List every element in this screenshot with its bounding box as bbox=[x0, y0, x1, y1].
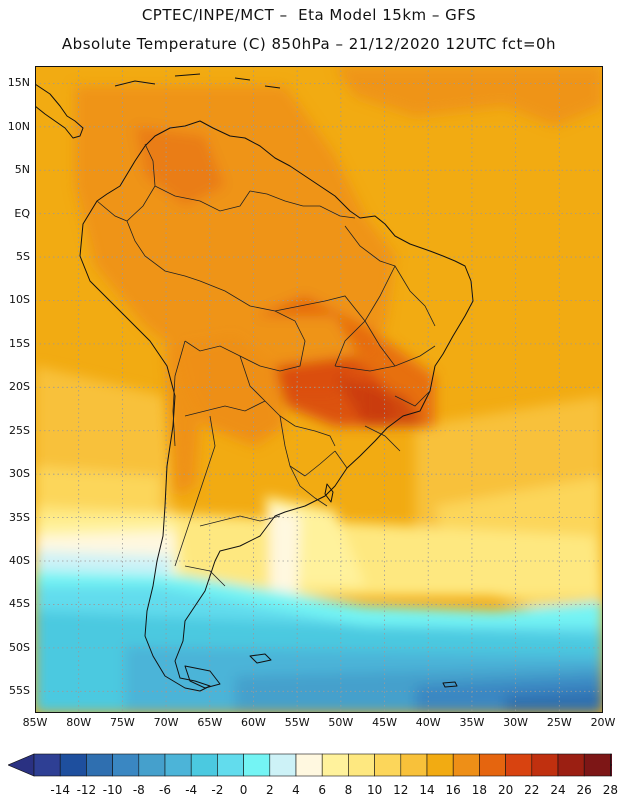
colorbar-cell bbox=[452, 753, 480, 777]
colorbar-label: 28 bbox=[602, 783, 618, 797]
colorbar-label: 12 bbox=[393, 783, 409, 797]
lon-tick-label: 40W bbox=[415, 716, 441, 729]
central-america bbox=[35, 83, 84, 139]
lon-tick-label: 60W bbox=[241, 716, 266, 729]
colorbar-label: -2 bbox=[211, 783, 224, 797]
colorbar-cell bbox=[400, 753, 428, 777]
south-georgia bbox=[442, 681, 458, 688]
colorbar-label: 22 bbox=[524, 783, 540, 797]
temperature-field bbox=[35, 66, 603, 713]
coastlines bbox=[35, 73, 474, 692]
colorbar-cell bbox=[505, 753, 533, 777]
colorbar-cell bbox=[348, 753, 375, 777]
colorbar-cell bbox=[321, 753, 349, 777]
map-title-line1: CPTEC/INPE/MCT – Eta Model 15km – GFS bbox=[141, 6, 477, 24]
colorbar-cell bbox=[190, 753, 218, 777]
colorbar-label: 2 bbox=[265, 783, 274, 797]
temperature-map bbox=[35, 66, 603, 713]
caribbean-islands bbox=[114, 73, 281, 89]
lat-tick-label: 45S bbox=[9, 597, 30, 611]
colorbar-cell bbox=[426, 753, 454, 777]
lon-tick-label: 35W bbox=[459, 716, 485, 729]
colorbar-label: 10 bbox=[366, 783, 383, 797]
lat-tick-label: 40S bbox=[9, 554, 30, 568]
lon-tick-label: 70W bbox=[153, 716, 179, 729]
colorbar-cell bbox=[217, 753, 244, 777]
colorbar-label: 4 bbox=[292, 783, 300, 797]
colorbar-cell bbox=[557, 753, 585, 777]
colorbar-label: 6 bbox=[318, 783, 327, 797]
lat-tick-label: 10S bbox=[9, 293, 30, 307]
colorbar-label: 24 bbox=[550, 783, 566, 797]
lon-tick-label: 50W bbox=[328, 716, 354, 729]
country-borders bbox=[96, 143, 436, 587]
tierra-del-fuego bbox=[184, 665, 221, 689]
colorbar-cell bbox=[112, 753, 140, 777]
lat-tick-label: 5S bbox=[16, 250, 30, 264]
colorbar-cell bbox=[374, 753, 402, 777]
colorbar-label: -8 bbox=[132, 783, 145, 797]
colorbar-label: 8 bbox=[344, 783, 353, 797]
lon-tick-label: 55W bbox=[284, 716, 310, 729]
lat-tick-label: 15N bbox=[7, 76, 30, 90]
colorbar-label: 18 bbox=[471, 783, 488, 797]
lat-tick-label: 20S bbox=[9, 380, 30, 394]
lon-tick-label: 30W bbox=[503, 716, 529, 729]
colorbar-label: -14 bbox=[50, 783, 70, 797]
colorbar-low-arrow bbox=[8, 753, 35, 777]
colorbar-label: 14 bbox=[419, 783, 435, 797]
lat-tick-label: EQ bbox=[14, 206, 30, 220]
colorbar-label: 20 bbox=[497, 783, 514, 797]
lat-tick-label: 50S bbox=[9, 640, 30, 654]
map-frame bbox=[35, 66, 603, 713]
colorbar-label: 26 bbox=[576, 783, 592, 797]
colorbar-cell bbox=[59, 753, 87, 777]
colorbar-cell bbox=[479, 753, 506, 777]
colorbar-label: 16 bbox=[445, 783, 461, 797]
lagoa-dos-patos bbox=[324, 483, 334, 503]
colorbar-cell bbox=[164, 753, 192, 777]
colorbar-cell bbox=[295, 753, 323, 777]
colorbar-cell bbox=[243, 753, 271, 777]
lat-tick-label: 15S bbox=[9, 336, 30, 350]
lat-tick-label: 55S bbox=[9, 684, 30, 698]
lon-tick-label: 20W bbox=[590, 716, 616, 729]
colorbar-cell bbox=[138, 753, 166, 777]
falklands bbox=[249, 653, 272, 664]
lon-tick-label: 65W bbox=[197, 716, 223, 729]
colorbar-cell bbox=[583, 753, 611, 777]
lat-tick-label: 30S bbox=[9, 467, 30, 481]
lon-tick-label: 80W bbox=[66, 716, 92, 729]
colorbar-label: -12 bbox=[76, 783, 97, 797]
lat-tick-label: 5N bbox=[14, 163, 30, 177]
lat-tick-label: 25S bbox=[9, 423, 30, 437]
colorbar-cell bbox=[86, 753, 113, 777]
lat-tick-label: 35S bbox=[9, 510, 30, 524]
colorbar-label: -4 bbox=[185, 783, 198, 797]
south-america-coastline bbox=[79, 120, 474, 692]
lon-tick-label: 85W bbox=[22, 716, 48, 729]
colorbar-label: -10 bbox=[102, 783, 123, 797]
map-title-line2: Absolute Temperature (C) 850hPa – 21/12/… bbox=[61, 35, 557, 53]
colorbar-cell bbox=[269, 753, 297, 777]
colorbar-label: 0 bbox=[239, 783, 248, 797]
lon-tick-label: 45W bbox=[372, 716, 397, 729]
colorbar-cell bbox=[531, 753, 559, 777]
lon-tick-label: 25W bbox=[546, 716, 572, 729]
colorbar-label: -6 bbox=[159, 783, 171, 797]
colorbar-high-arrow bbox=[610, 764, 612, 766]
lat-tick-label: 10N bbox=[7, 119, 30, 133]
colorbar-cell bbox=[33, 753, 61, 777]
lon-tick-label: 75W bbox=[109, 716, 135, 729]
colorbar bbox=[8, 753, 612, 777]
